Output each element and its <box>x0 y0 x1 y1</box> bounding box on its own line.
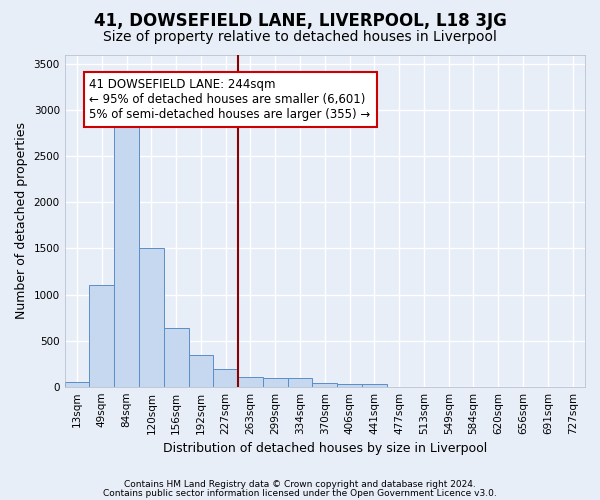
Text: 41 DOWSEFIELD LANE: 244sqm
← 95% of detached houses are smaller (6,601)
5% of se: 41 DOWSEFIELD LANE: 244sqm ← 95% of deta… <box>89 78 371 121</box>
Text: 41, DOWSEFIELD LANE, LIVERPOOL, L18 3JG: 41, DOWSEFIELD LANE, LIVERPOOL, L18 3JG <box>94 12 506 30</box>
Bar <box>313 384 337 386</box>
Bar <box>65 382 89 386</box>
Bar <box>362 384 387 386</box>
Bar <box>287 378 313 386</box>
Text: Contains public sector information licensed under the Open Government Licence v3: Contains public sector information licen… <box>103 488 497 498</box>
Text: Size of property relative to detached houses in Liverpool: Size of property relative to detached ho… <box>103 30 497 44</box>
Bar <box>263 378 287 386</box>
Text: Contains HM Land Registry data © Crown copyright and database right 2024.: Contains HM Land Registry data © Crown c… <box>124 480 476 489</box>
Bar <box>214 368 238 386</box>
Bar <box>337 384 362 386</box>
Bar <box>139 248 164 386</box>
X-axis label: Distribution of detached houses by size in Liverpool: Distribution of detached houses by size … <box>163 442 487 455</box>
Bar <box>164 328 188 386</box>
Bar <box>188 356 214 386</box>
Bar <box>238 378 263 386</box>
Bar <box>89 286 114 386</box>
Bar <box>114 118 139 386</box>
Y-axis label: Number of detached properties: Number of detached properties <box>15 122 28 320</box>
